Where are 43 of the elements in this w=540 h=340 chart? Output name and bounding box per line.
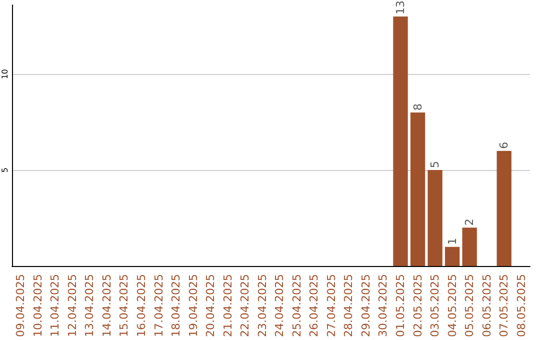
x-tick-label: 21.04.2025 — [221, 274, 234, 338]
x-tick-label: 30.04.2025 — [376, 274, 390, 338]
x-tick-label: 01.05.2025 — [394, 274, 407, 338]
x-tick-label: 23.04.2025 — [256, 274, 269, 338]
x-tick-label: 17.04.2025 — [152, 274, 166, 338]
x-tick-label: 22.04.2025 — [238, 274, 252, 338]
x-tick-label: 16.04.2025 — [135, 274, 148, 338]
x-tick-label: 08.05.2025 — [514, 274, 528, 338]
bar — [410, 112, 426, 266]
x-tick-label: 19.04.2025 — [186, 274, 200, 338]
x-tick-label: 05.05.2025 — [463, 274, 476, 338]
data-label: 8 — [411, 103, 424, 110]
data-label: 2 — [463, 218, 476, 226]
bar — [444, 246, 460, 266]
x-tick-label: 11.04.2025 — [48, 274, 62, 338]
x-tick-label: 02.05.2025 — [411, 274, 424, 338]
x-tick-label: 14.04.2025 — [100, 274, 114, 338]
x-tick-label: 13.04.2025 — [83, 274, 96, 338]
x-tick-label: 25.04.2025 — [290, 274, 304, 338]
x-tick-label: 24.04.2025 — [273, 274, 286, 338]
x-tick-label: 26.04.2025 — [308, 274, 321, 338]
x-tick-label: 06.05.2025 — [480, 274, 494, 338]
bar — [428, 170, 442, 266]
x-tick-label: 03.05.2025 — [428, 274, 442, 338]
data-label: 13 — [394, 0, 407, 15]
x-tick-label: 09.04.2025 — [14, 274, 28, 338]
y-tick-label: 10 — [0, 69, 10, 80]
x-tick-label: 04.05.2025 — [446, 274, 459, 338]
data-label: 6 — [498, 142, 511, 149]
bar — [496, 150, 512, 266]
bar — [462, 228, 477, 266]
x-tick-label: 29.04.2025 — [359, 274, 372, 338]
bar — [393, 16, 408, 266]
x-tick-label: 15.04.2025 — [118, 274, 131, 338]
x-tick-label: 12.04.2025 — [66, 274, 79, 338]
x-tick-label: 07.05.2025 — [498, 274, 511, 338]
x-tick-label: 20.04.2025 — [204, 274, 218, 338]
x-tick-label: 27.04.2025 — [324, 274, 338, 338]
data-label: 5 — [428, 161, 442, 168]
x-tick-label: 18.04.2025 — [170, 274, 183, 338]
x-tick-label: 28.04.2025 — [342, 274, 356, 338]
data-label: 1 — [446, 238, 459, 245]
x-tick-label: 10.04.2025 — [31, 274, 44, 338]
